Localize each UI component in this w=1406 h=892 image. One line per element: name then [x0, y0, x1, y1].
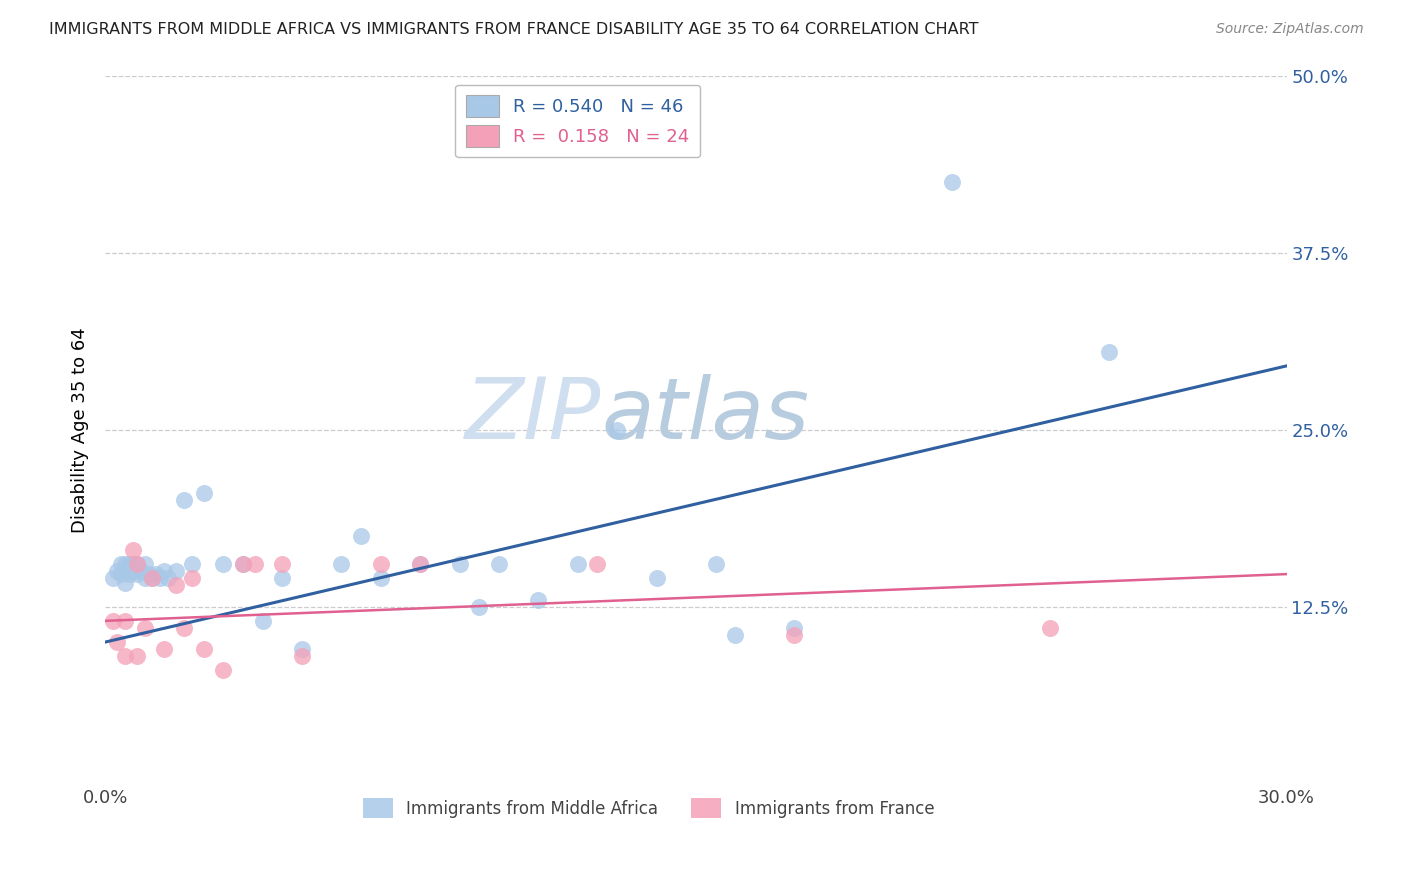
Point [121, 557, 143, 571]
Point [114, 557, 136, 571]
Point [291, 649, 314, 664]
Point [232, 557, 254, 571]
Point [129, 564, 152, 578]
Point [252, 614, 274, 628]
Point [105, 564, 128, 578]
Point [704, 557, 727, 571]
Point [114, 614, 136, 628]
Point [527, 592, 550, 607]
Point [330, 557, 353, 571]
Point [114, 649, 136, 664]
Text: IMMIGRANTS FROM MIDDLE AFRICA VS IMMIGRANTS FROM FRANCE DISABILITY AGE 35 TO 64 : IMMIGRANTS FROM MIDDLE AFRICA VS IMMIGRA… [49, 22, 979, 37]
Point [180, 557, 202, 571]
Point [193, 642, 215, 657]
Point [350, 529, 373, 543]
Point [101, 614, 124, 628]
Point [141, 571, 163, 585]
Point [783, 628, 806, 642]
Point [153, 642, 176, 657]
Point [149, 571, 172, 585]
Point [1098, 344, 1121, 359]
Point [153, 564, 176, 578]
Point [165, 564, 187, 578]
Point [121, 543, 143, 558]
Point [409, 557, 432, 571]
Point [138, 567, 160, 582]
Point [606, 423, 628, 437]
Point [232, 557, 254, 571]
Point [180, 571, 202, 585]
Point [118, 567, 141, 582]
Point [110, 567, 132, 582]
Point [125, 557, 148, 571]
Point [212, 664, 235, 678]
Point [409, 557, 432, 571]
Point [125, 557, 148, 571]
Point [134, 571, 156, 585]
Point [134, 557, 156, 571]
Point [370, 557, 392, 571]
Point [114, 575, 136, 590]
Point [165, 578, 187, 592]
Point [118, 557, 141, 571]
Point [243, 557, 266, 571]
Point [1039, 621, 1062, 635]
Point [193, 486, 215, 500]
Y-axis label: Disability Age 35 to 64: Disability Age 35 to 64 [72, 326, 89, 533]
Point [370, 571, 392, 585]
Text: atlas: atlas [602, 374, 810, 457]
Point [271, 557, 294, 571]
Text: Source: ZipAtlas.com: Source: ZipAtlas.com [1216, 22, 1364, 37]
Point [134, 621, 156, 635]
Point [105, 635, 128, 649]
Point [157, 571, 180, 585]
Point [141, 571, 163, 585]
Legend: Immigrants from Middle Africa, Immigrants from France: Immigrants from Middle Africa, Immigrant… [356, 791, 941, 825]
Point [125, 567, 148, 582]
Point [567, 557, 589, 571]
Point [271, 571, 294, 585]
Point [173, 621, 195, 635]
Point [101, 571, 124, 585]
Point [645, 571, 668, 585]
Point [724, 628, 747, 642]
Point [291, 642, 314, 657]
Point [212, 557, 235, 571]
Point [121, 564, 143, 578]
Point [173, 493, 195, 508]
Point [145, 567, 167, 582]
Point [110, 557, 132, 571]
Point [125, 649, 148, 664]
Point [586, 557, 609, 571]
Point [468, 599, 491, 614]
Point [449, 557, 471, 571]
Text: ZIP: ZIP [465, 374, 602, 457]
Point [783, 621, 806, 635]
Point [941, 175, 963, 189]
Point [488, 557, 510, 571]
